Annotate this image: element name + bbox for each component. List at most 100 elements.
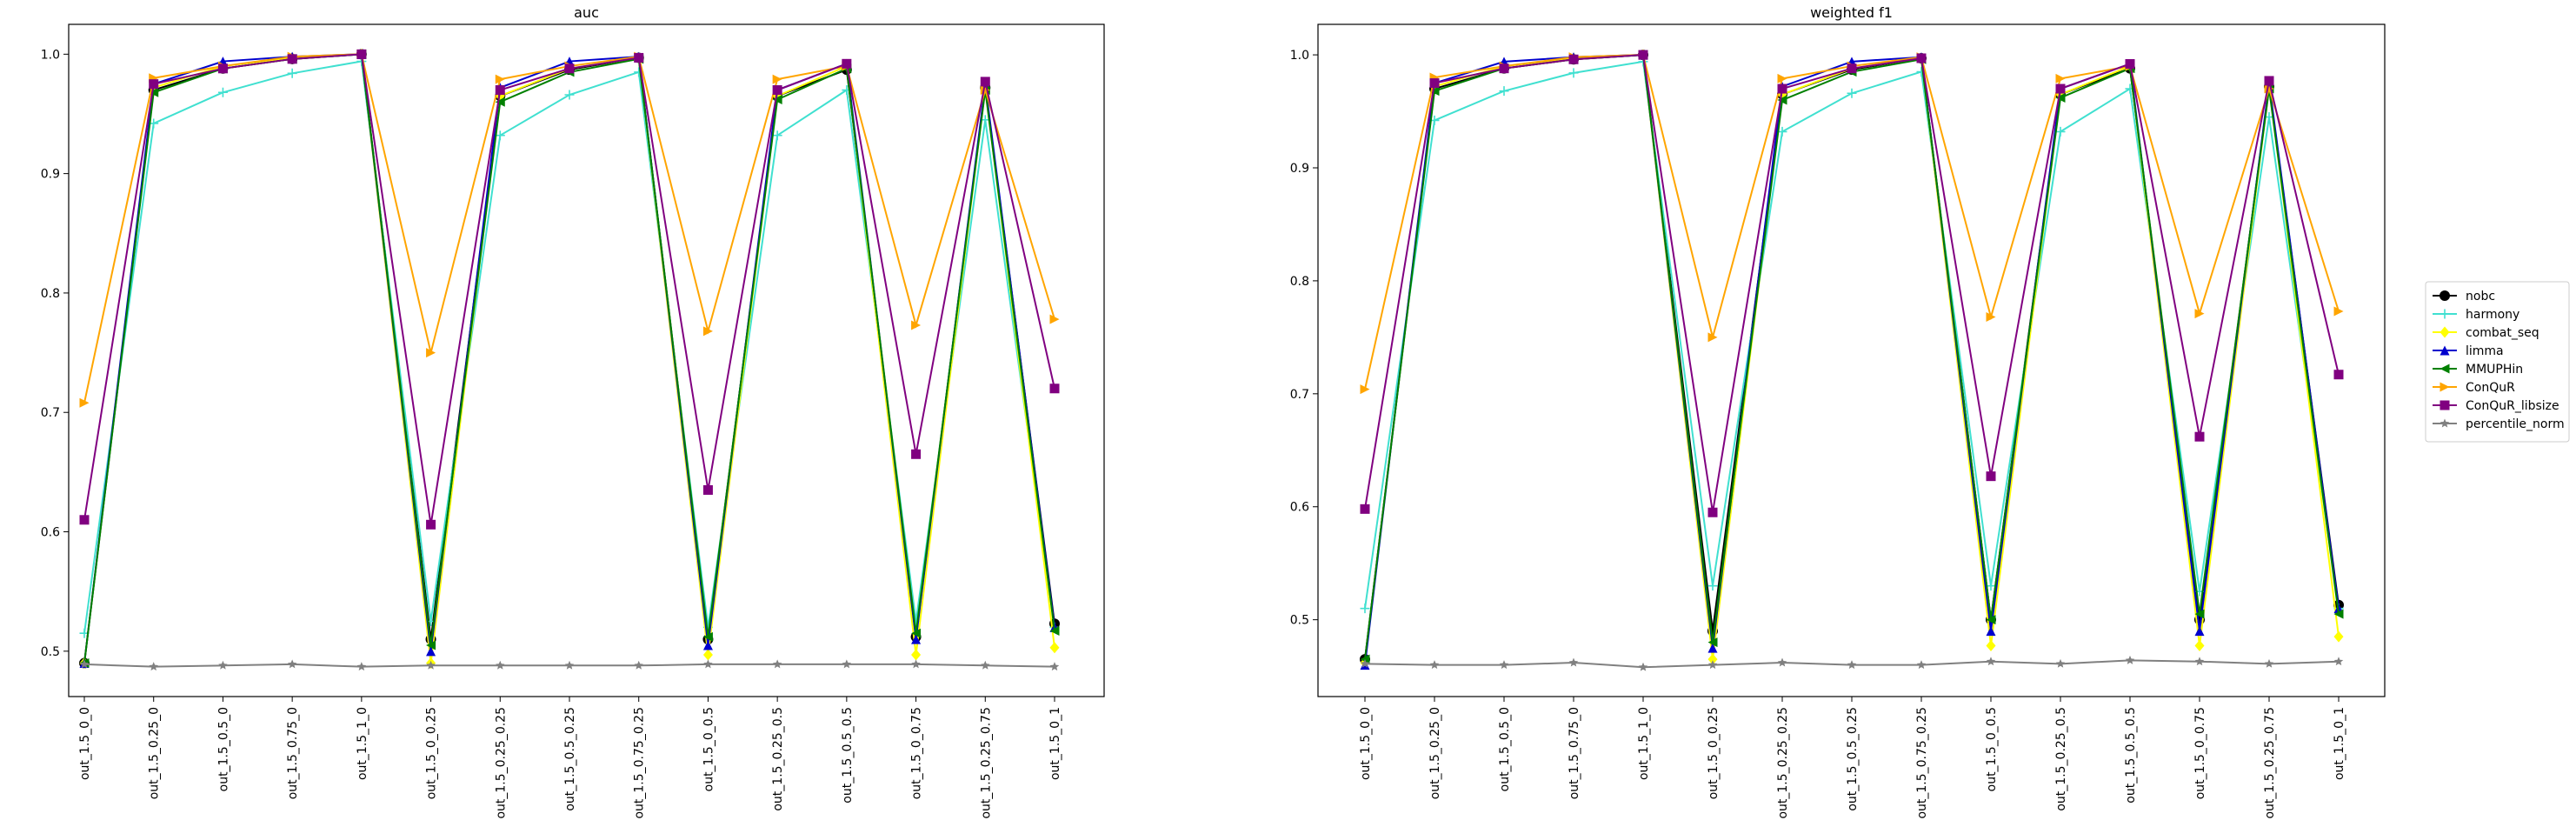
data-point-harmony: [772, 130, 782, 141]
x-tick-label: out_1.5_0.25_0.25: [494, 707, 508, 819]
data-point-mmuphin: [702, 631, 713, 642]
x-tick-label: out_1.5_0.25_0: [1428, 707, 1442, 799]
data-point-percentile-norm: [2125, 655, 2135, 664]
data-point-conqur-libsize: [2194, 431, 2205, 442]
legend-marker-conqur-libsize: [2440, 400, 2450, 410]
data-point-conqur: [2194, 309, 2205, 319]
legend-marker-harmony: [2440, 309, 2450, 319]
series-harmony-auc: [79, 57, 1060, 638]
legend-marker-mmuphin: [2440, 363, 2450, 374]
x-tick-label: out_1.5_1_0: [356, 707, 369, 780]
x-tick-label: out_1.5_0_0: [78, 707, 92, 780]
x-tick-label: out_1.5_0.25_0.5: [771, 707, 785, 811]
x-tick-label: out_1.5_0_0.5: [1985, 707, 1999, 791]
data-point-percentile-norm: [218, 660, 228, 670]
data-point-percentile-norm: [149, 662, 158, 671]
data-point-conqur-libsize: [2333, 370, 2344, 380]
y-tick-label: 0.9: [41, 168, 60, 182]
data-point-mmuphin: [1986, 615, 1996, 625]
data-point-percentile-norm: [496, 660, 505, 670]
data-point-percentile-norm: [287, 659, 297, 669]
data-point-harmony: [1986, 581, 1996, 591]
legend-label: harmony: [2466, 308, 2519, 322]
series-line-mmuphin: [83, 53, 1055, 664]
y-tick-label: 0.7: [41, 406, 60, 420]
series-mmuphin-auc: [79, 49, 1060, 669]
x-tick-label: out_1.5_0.25_0.75: [979, 707, 993, 819]
data-point-conqur-libsize: [426, 519, 436, 530]
series-line-harmony: [1364, 60, 2340, 609]
data-point-percentile-norm: [772, 659, 782, 669]
data-point-conqur-libsize: [2264, 76, 2274, 86]
series-harmony-weighted-f1: [1360, 57, 2344, 614]
data-point-conqur: [1707, 332, 1718, 343]
data-point-percentile-norm: [634, 660, 643, 670]
x-tick-label: out_1.5_1_0: [1637, 707, 1651, 780]
data-point-percentile-norm: [1847, 660, 1857, 670]
data-point-percentile-norm: [2194, 657, 2205, 666]
series-line-conqur: [1364, 54, 2340, 390]
data-point-harmony: [1707, 581, 1718, 591]
y-tick-label: 0.9: [1290, 162, 1309, 176]
series-line-limma: [1364, 54, 2340, 665]
y-tick-label: 0.6: [41, 526, 60, 540]
x-tick-label: out_1.5_0_1: [1048, 707, 1062, 780]
data-point-conqur-libsize: [1568, 54, 1579, 64]
y-tick-label: 0.6: [1290, 501, 1309, 515]
x-tick-label: out_1.5_0_0.5: [702, 707, 716, 791]
data-point-harmony: [1847, 88, 1857, 98]
data-point-conqur: [772, 74, 782, 84]
data-point-conqur: [2055, 73, 2066, 83]
y-tick-label: 1.0: [41, 48, 60, 62]
legend-label: percentile_norm: [2466, 417, 2565, 431]
plot-weighted-f1: weighted f1 0.5 0.6 0.7 0.8 0.9 1.0 out_1.5_0_…: [1290, 4, 2386, 819]
x-tick-label: out_1.5_0_1: [2333, 707, 2346, 780]
data-point-conqur-libsize: [1916, 53, 1927, 63]
legend-entry-limma: limma: [2433, 344, 2504, 358]
data-point-combat-seq: [911, 649, 922, 661]
data-point-limma: [2194, 626, 2205, 637]
data-point-percentile-norm: [2333, 657, 2344, 666]
data-point-mmuphin: [2055, 92, 2066, 103]
x-tick-label: out_1.5_0.5_0: [216, 707, 230, 791]
data-point-limma: [702, 640, 713, 650]
data-point-harmony: [287, 68, 297, 78]
data-point-conqur-libsize: [495, 85, 505, 96]
legend-entry-percentile-norm: percentile_norm: [2433, 417, 2565, 431]
x-tick-label: out_1.5_0_0: [1359, 707, 1373, 780]
data-point-conqur-libsize: [980, 77, 990, 87]
x-tick-label: out_1.5_0_0.25: [425, 707, 439, 799]
data-point-conqur-libsize: [1847, 63, 1857, 74]
data-point-combat-seq: [1049, 642, 1060, 654]
data-point-percentile-norm: [1638, 662, 1648, 671]
data-point-harmony: [1499, 86, 1509, 97]
axes-frame-auc: [68, 23, 1105, 697]
data-point-conqur-libsize: [911, 449, 922, 459]
data-point-conqur: [1049, 314, 1060, 324]
data-point-conqur-libsize: [1986, 471, 1996, 482]
x-tick-label: out_1.5_0.5_0.5: [841, 707, 855, 804]
data-point-combat-seq: [702, 649, 713, 661]
data-point-mmuphin: [2194, 609, 2205, 619]
data-point-percentile-norm: [842, 659, 852, 669]
data-point-combat-seq: [2333, 630, 2344, 643]
series-line-conqur-libsize: [83, 53, 1055, 525]
data-point-conqur: [495, 74, 505, 84]
series-nobc-auc: [79, 49, 1060, 669]
y-tick-label: 0.8: [41, 287, 60, 301]
data-point-percentile-norm: [1360, 658, 1370, 668]
legend-entry-harmony: harmony: [2433, 308, 2519, 322]
data-point-percentile-norm: [1049, 662, 1060, 671]
data-point-percentile-norm: [981, 660, 990, 670]
data-point-conqur-libsize: [287, 54, 297, 64]
data-point-conqur: [1777, 73, 1787, 83]
data-point-mmuphin: [772, 94, 782, 104]
data-point-conqur-libsize: [772, 85, 782, 96]
series-conqur-libsize-weighted-f1: [1360, 50, 2344, 517]
data-point-limma: [426, 646, 436, 657]
data-point-conqur-libsize: [564, 63, 575, 74]
data-point-conqur: [1986, 311, 1996, 322]
data-point-percentile-norm: [2264, 658, 2274, 668]
data-point-conqur-libsize: [702, 484, 713, 495]
data-point-conqur-libsize: [356, 49, 367, 59]
